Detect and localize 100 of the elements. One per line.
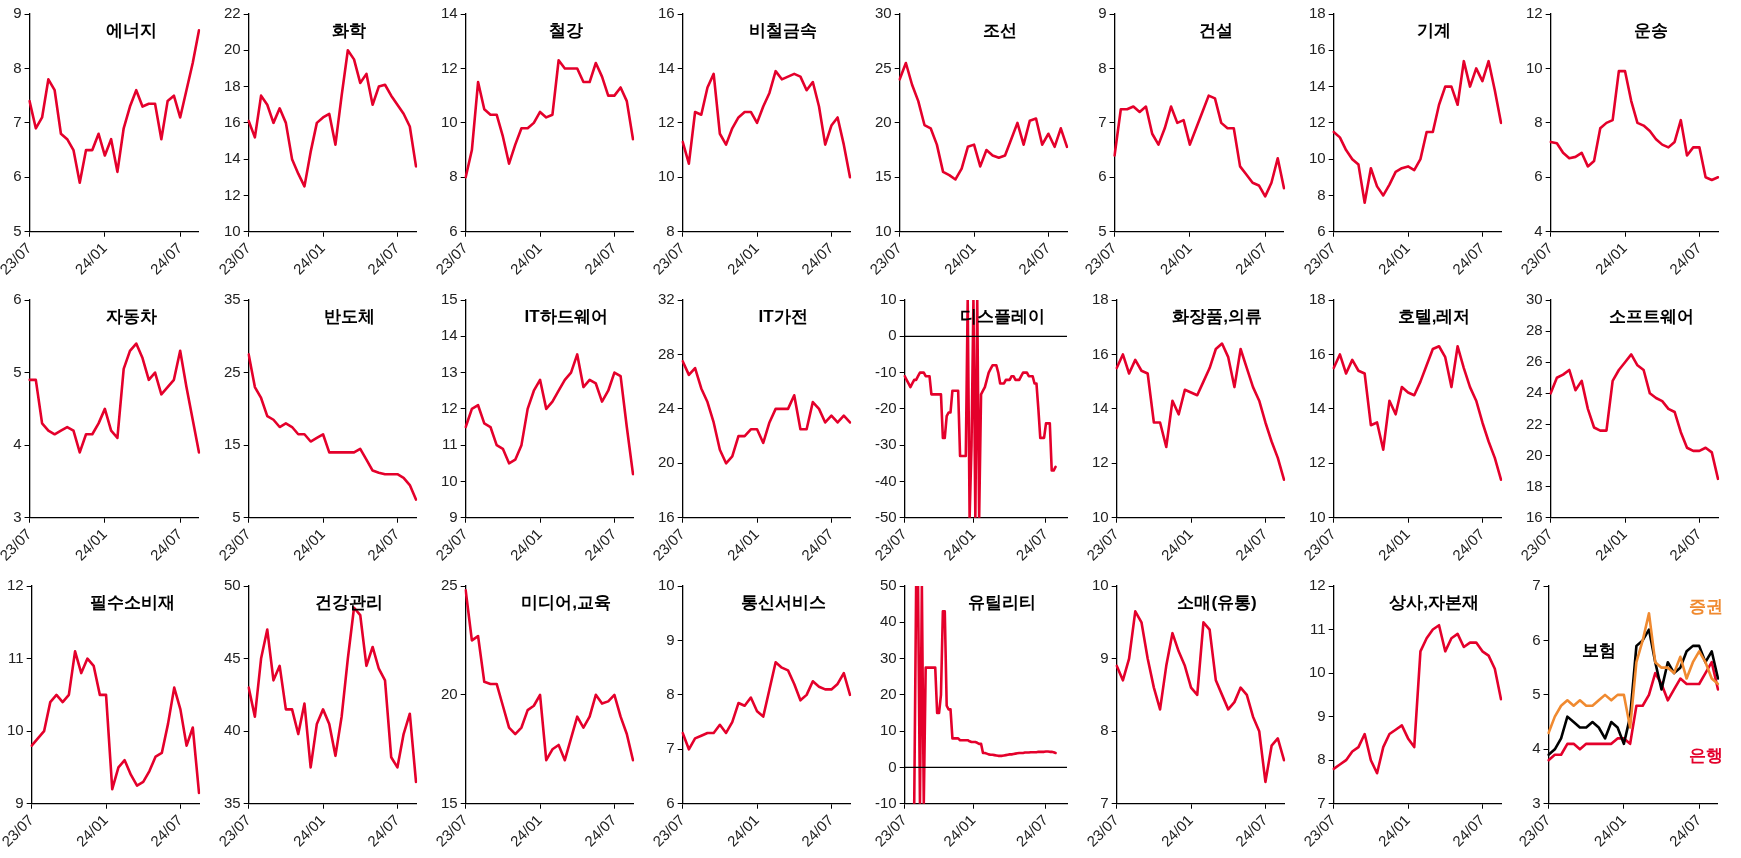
y-tick-label: 22 bbox=[224, 4, 241, 22]
y-tick-label: 30 bbox=[879, 648, 897, 666]
y-tick-label: 6 bbox=[666, 793, 675, 811]
y-tick-label: 24 bbox=[1526, 383, 1543, 401]
y-tick-label: 6 bbox=[1317, 221, 1326, 239]
chart-title: 호텔,레저 bbox=[1397, 306, 1471, 326]
y-tick-label: 12 bbox=[224, 185, 241, 203]
y-tick-label: 16 bbox=[1309, 344, 1326, 362]
y-tick-label: 50 bbox=[879, 576, 897, 594]
y-tick-label: 6 bbox=[449, 221, 458, 239]
y-tick-label: 24 bbox=[658, 399, 675, 417]
y-tick-label: 11 bbox=[1310, 619, 1326, 637]
chart-title: 소프트웨어 bbox=[1608, 306, 1694, 326]
y-tick-label: 10 bbox=[1309, 663, 1326, 681]
chart-title: 조선 bbox=[983, 20, 1018, 40]
y-tick-label: 3 bbox=[13, 507, 22, 525]
y-tick-label: 5 bbox=[13, 362, 22, 380]
y-tick-label: 10 bbox=[441, 113, 458, 131]
y-tick-label: 5 bbox=[1098, 221, 1107, 239]
y-tick-label: 8 bbox=[666, 221, 675, 239]
chart-title: IT하드웨어 bbox=[524, 306, 608, 326]
y-tick-label: 6 bbox=[1534, 167, 1543, 185]
y-tick-label: 10 bbox=[879, 721, 897, 739]
y-tick-label: 35 bbox=[224, 793, 241, 811]
y-tick-label: 25 bbox=[224, 362, 241, 380]
y-tick-label: 9 bbox=[15, 793, 24, 811]
chart-title: 소매(유통) bbox=[1177, 592, 1257, 612]
y-tick-label: 30 bbox=[875, 4, 892, 22]
text: 증권 bbox=[1689, 597, 1724, 617]
y-tick-label: 8 bbox=[1098, 58, 1107, 76]
y-tick-label: 35 bbox=[224, 290, 241, 308]
y-tick-label: 25 bbox=[441, 576, 458, 594]
y-tick-label: 10 bbox=[658, 576, 675, 594]
y-tick-label: 4 bbox=[1532, 739, 1541, 757]
y-tick-label: 20 bbox=[879, 685, 897, 703]
y-tick-label: 5 bbox=[232, 507, 241, 525]
y-tick-label: 12 bbox=[1526, 4, 1543, 22]
y-tick-label: 11 bbox=[442, 435, 458, 453]
y-tick-label: 14 bbox=[441, 326, 458, 344]
y-tick-label: 9 bbox=[13, 4, 22, 22]
y-tick-label: 7 bbox=[1100, 793, 1109, 811]
y-tick-label: 10 bbox=[441, 471, 458, 489]
y-tick-label: 14 bbox=[1309, 399, 1326, 417]
y-tick-label: 14 bbox=[1092, 399, 1109, 417]
y-tick-label: 12 bbox=[1309, 113, 1326, 131]
chart-title: 필수소비재 bbox=[89, 592, 175, 612]
y-tick-label: -40 bbox=[874, 471, 897, 489]
y-tick-label: 7 bbox=[1098, 113, 1107, 131]
y-tick-label: 10 bbox=[1309, 507, 1326, 525]
y-tick-label: 12 bbox=[1309, 576, 1326, 594]
y-tick-label: 28 bbox=[658, 344, 675, 362]
chart-title: 자동차 bbox=[105, 306, 157, 326]
y-tick-label: 0 bbox=[888, 757, 897, 775]
y-tick-label: 12 bbox=[658, 113, 675, 131]
y-tick-label: 8 bbox=[666, 685, 675, 703]
chart-title: 에너지 bbox=[105, 20, 157, 40]
y-tick-label: 4 bbox=[13, 435, 22, 453]
y-tick-label: 6 bbox=[13, 290, 22, 308]
y-tick-label: 9 bbox=[449, 507, 458, 525]
chart-title: 운송 bbox=[1634, 20, 1669, 40]
y-tick-label: 40 bbox=[224, 721, 241, 739]
y-tick-label: 20 bbox=[658, 453, 675, 471]
y-tick-label: 8 bbox=[449, 167, 458, 185]
y-tick-label: 20 bbox=[441, 685, 458, 703]
y-tick-label: 12 bbox=[1092, 453, 1109, 471]
y-tick-label: 22 bbox=[1526, 414, 1543, 432]
y-tick-label: 18 bbox=[1309, 290, 1326, 308]
y-tick-label: 15 bbox=[441, 290, 458, 308]
series-label: 보험 bbox=[1582, 641, 1617, 661]
y-tick-label: 20 bbox=[1526, 445, 1543, 463]
y-tick-label: 50 bbox=[224, 576, 241, 594]
chart-title: 통신서비스 bbox=[740, 592, 826, 612]
y-tick-label: 8 bbox=[1534, 113, 1543, 131]
chart-title: 반도체 bbox=[323, 306, 375, 326]
chart-title: 화학 bbox=[332, 20, 367, 40]
y-tick-label: 45 bbox=[224, 648, 241, 666]
y-tick-label: 20 bbox=[224, 40, 241, 58]
y-tick-label: 10 bbox=[1092, 507, 1109, 525]
chart-title: 철강 bbox=[549, 20, 584, 40]
y-tick-label: 10 bbox=[224, 221, 241, 239]
y-tick-label: 14 bbox=[224, 149, 241, 167]
y-tick-label: 16 bbox=[658, 507, 675, 525]
chart-title: IT가전 bbox=[758, 306, 808, 326]
y-tick-label: 10 bbox=[875, 221, 892, 239]
y-tick-label: 3 bbox=[1532, 793, 1541, 811]
y-tick-label: 8 bbox=[1317, 185, 1326, 203]
y-tick-label: 12 bbox=[441, 58, 458, 76]
text: 은행 bbox=[1689, 745, 1724, 765]
y-tick-label: 15 bbox=[875, 167, 892, 185]
y-tick-label: 16 bbox=[658, 4, 675, 22]
chart-title: 건설 bbox=[1199, 20, 1234, 40]
y-tick-label: 18 bbox=[1092, 290, 1109, 308]
y-tick-label: 32 bbox=[658, 290, 675, 308]
y-tick-label: 25 bbox=[875, 58, 892, 76]
y-tick-label: 8 bbox=[1100, 721, 1109, 739]
y-tick-label: 40 bbox=[879, 612, 897, 630]
chart-title: 상사,자본재 bbox=[1389, 592, 1479, 612]
y-tick-label: 5 bbox=[13, 221, 22, 239]
y-tick-label: -50 bbox=[874, 507, 897, 525]
y-tick-label: 12 bbox=[1309, 453, 1326, 471]
